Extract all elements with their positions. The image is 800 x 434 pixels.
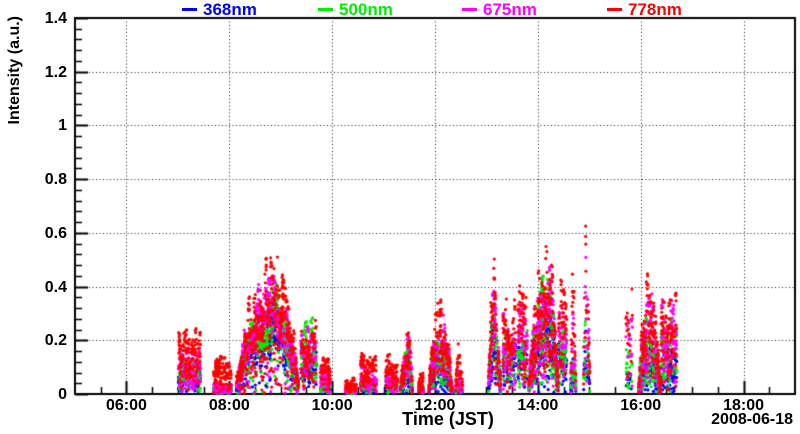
y-tick-label: 0.8 — [44, 171, 67, 189]
x-tick-label: 16:00 — [620, 397, 662, 414]
legend-marker-778nm — [607, 8, 622, 11]
x-tick-label: 12:00 — [414, 397, 456, 414]
y-tick-label: 1.4 — [44, 10, 67, 27]
legend-marker-675nm — [462, 8, 477, 11]
chart-legend: 368nm 500nm 675nm 778nm — [0, 0, 800, 19]
y-tick-label: 1.2 — [44, 63, 67, 81]
y-tick-label: 0 — [58, 386, 67, 403]
legend-label-778nm: 778nm — [628, 0, 682, 19]
x-axis-title: Time (JST) — [402, 409, 494, 429]
legend-label-368nm: 368nm — [203, 0, 257, 19]
x-tick-label: 10:00 — [311, 397, 353, 414]
legend-item-500nm: 500nm — [318, 0, 393, 19]
date-label: 2008-06-18 — [711, 411, 793, 428]
x-tick-label: 06:00 — [105, 397, 147, 414]
y-tick-label: 0.2 — [44, 332, 67, 350]
y-tick-label: 1 — [58, 117, 67, 135]
x-tick-label: 18:00 — [723, 397, 765, 414]
x-tick-label: 14:00 — [517, 397, 559, 414]
y-tick-label: 0.6 — [44, 224, 67, 242]
legend-label-675nm: 675nm — [483, 0, 537, 19]
legend-label-500nm: 500nm — [339, 0, 393, 19]
legend-item-778nm: 778nm — [607, 0, 682, 19]
y-tick-label: 0.4 — [44, 278, 67, 296]
legend-marker-500nm — [318, 8, 333, 11]
legend-marker-368nm — [182, 8, 197, 11]
legend-item-368nm: 368nm — [182, 0, 257, 19]
x-tick-label: 08:00 — [208, 397, 250, 414]
legend-item-675nm: 675nm — [462, 0, 537, 19]
